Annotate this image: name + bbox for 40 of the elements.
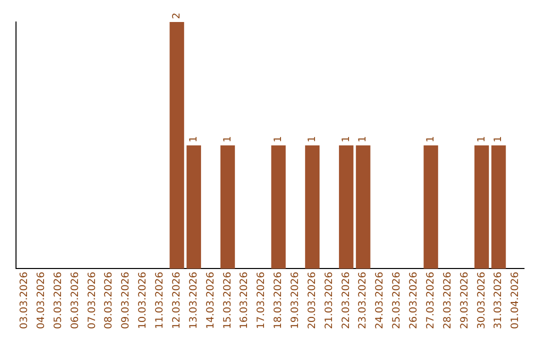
x-tick-label: 13.03.2026 — [188, 272, 200, 330]
x-tick-label: 21.03.2026 — [324, 272, 335, 330]
x-tick-label: 14.03.2026 — [205, 272, 216, 330]
x-tick-label: 08.03.2026 — [104, 272, 115, 330]
x-tick-label: 28.03.2026 — [442, 272, 454, 330]
data-label: 1 — [222, 136, 234, 142]
data-label: 1 — [425, 136, 436, 142]
data-label: 1 — [358, 136, 369, 142]
x-tick-label: 30.03.2026 — [476, 272, 488, 330]
data-label: 1 — [493, 136, 504, 142]
data-label: 1 — [188, 136, 200, 142]
data-label: 1 — [476, 136, 488, 142]
x-tick-label: 06.03.2026 — [70, 272, 81, 330]
data-label: 1 — [306, 136, 318, 142]
x-tick-label: 16.03.2026 — [239, 272, 250, 330]
x-tick-label: 10.03.2026 — [138, 272, 149, 330]
data-label: 1 — [340, 136, 352, 142]
x-tick-label: 05.03.2026 — [52, 272, 64, 330]
data-label: 2 — [171, 12, 182, 19]
data-label: 1 — [273, 136, 284, 142]
x-tick-label: 19.03.2026 — [290, 272, 301, 330]
x-tick-label: 27.03.2026 — [425, 272, 436, 330]
x-tick-label: 12.03.2026 — [171, 272, 182, 330]
x-tick-label: 17.03.2026 — [256, 272, 268, 330]
x-tick-label: 18.03.2026 — [273, 272, 284, 330]
x-tick-label: 23.03.2026 — [358, 272, 369, 330]
x-tick-label: 07.03.2026 — [86, 272, 98, 330]
x-tick-label: 29.03.2026 — [459, 272, 470, 330]
x-tick-label: 26.03.2026 — [408, 272, 420, 330]
x-tick-label: 20.03.2026 — [306, 272, 318, 330]
x-tick-label: 03.03.2026 — [19, 272, 30, 330]
x-tick-label: 11.03.2026 — [154, 272, 166, 330]
x-tick-label: 04.03.2026 — [36, 272, 47, 330]
x-tick-label: 25.03.2026 — [392, 272, 403, 330]
x-tick-label: 31.03.2026 — [493, 272, 504, 330]
x-tick-label: 24.03.2026 — [374, 272, 386, 330]
x-tick-label: 15.03.2026 — [222, 272, 234, 330]
x-tick-label: 09.03.2026 — [120, 272, 132, 330]
x-tick-label: 22.03.2026 — [340, 272, 352, 330]
x-tick-label: 01.04.2026 — [510, 272, 522, 330]
